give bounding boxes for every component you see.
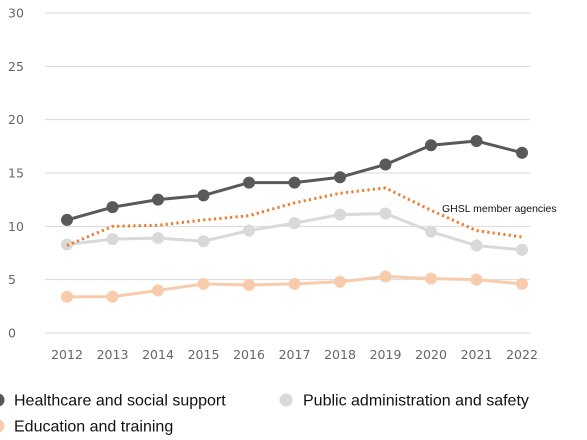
- data-point: [516, 243, 528, 256]
- x-tick-label: 2020: [415, 347, 447, 362]
- x-axis-ticks: 2012 2013 2014 2015 2016 2017 2018 2019 2020 2021…: [51, 347, 538, 362]
- series-education-and-training: [61, 270, 528, 303]
- y-tick-label: 15: [8, 166, 24, 181]
- data-point: [334, 171, 346, 184]
- data-point: [379, 270, 392, 283]
- data-point: [152, 193, 164, 206]
- x-tick-label: 2014: [142, 347, 174, 362]
- data-point: [243, 279, 255, 291]
- x-tick-label: 2017: [279, 347, 311, 362]
- series-ghsl-member-agencies: [66, 186, 523, 247]
- y-tick-label: 20: [8, 112, 24, 127]
- y-tick-label: 0: [8, 326, 16, 341]
- data-point: [425, 139, 437, 152]
- data-point: [470, 273, 483, 286]
- data-point: [288, 277, 301, 290]
- gridlines: [45, 12, 530, 334]
- data-point: [243, 176, 255, 189]
- data-point: [197, 189, 210, 202]
- data-point: [288, 176, 301, 189]
- data-point: [516, 277, 528, 290]
- data-point: [425, 225, 437, 238]
- x-tick-label: 2015: [188, 347, 220, 362]
- legend-marker: [279, 393, 293, 407]
- series-line: [66, 186, 523, 247]
- legend-label: Healthcare and social support: [14, 393, 226, 410]
- x-tick-label: 2013: [97, 347, 129, 362]
- legend-item-education-and-training: Education and training: [0, 419, 173, 436]
- data-point: [334, 208, 346, 221]
- data-point: [470, 239, 483, 252]
- y-tick-label: 30: [8, 6, 24, 21]
- x-tick-label: 2016: [233, 347, 265, 362]
- x-tick-label: 2019: [370, 347, 402, 362]
- data-point: [106, 233, 119, 246]
- y-tick-label: 10: [8, 219, 24, 234]
- y-axis-ticks: 0 5 10 15 20 25 30: [8, 6, 24, 341]
- annotation-label: GHSL member agencies: [442, 203, 557, 215]
- data-point: [334, 275, 346, 288]
- x-tick-label: 2012: [51, 347, 83, 362]
- data-point: [197, 235, 210, 248]
- data-point: [470, 135, 483, 147]
- data-point: [197, 277, 210, 290]
- data-point: [288, 217, 301, 230]
- data-point: [425, 272, 437, 285]
- series-layer: [61, 135, 528, 303]
- data-point: [106, 201, 119, 214]
- y-tick-label: 5: [8, 272, 16, 287]
- legend-label: Education and training: [14, 419, 173, 436]
- x-tick-label: 2018: [324, 347, 356, 362]
- data-point: [516, 146, 528, 159]
- legend-item-healthcare-and-social-support: Healthcare and social support: [0, 393, 226, 410]
- legend-marker: [0, 393, 5, 407]
- y-tick-label: 25: [8, 59, 24, 74]
- x-tick-label: 2022: [506, 347, 538, 362]
- series-public-administration-and-safety: [61, 207, 528, 256]
- legend: Healthcare and social support Public admi…: [0, 393, 529, 436]
- x-tick-label: 2021: [461, 347, 493, 362]
- data-point: [243, 224, 255, 237]
- data-point: [379, 158, 392, 171]
- legend-label: Public administration and safety: [303, 393, 529, 410]
- series-healthcare-and-social-support: [61, 135, 528, 226]
- legend-item-public-administration-and-safety: Public administration and safety: [279, 393, 529, 410]
- data-point: [61, 213, 73, 226]
- data-point: [152, 232, 164, 245]
- legend-marker: [0, 419, 5, 433]
- data-point: [152, 284, 164, 297]
- data-point: [379, 207, 392, 220]
- data-point: [61, 290, 73, 303]
- data-point: [106, 290, 119, 303]
- annotations: GHSL member agencies: [442, 203, 557, 215]
